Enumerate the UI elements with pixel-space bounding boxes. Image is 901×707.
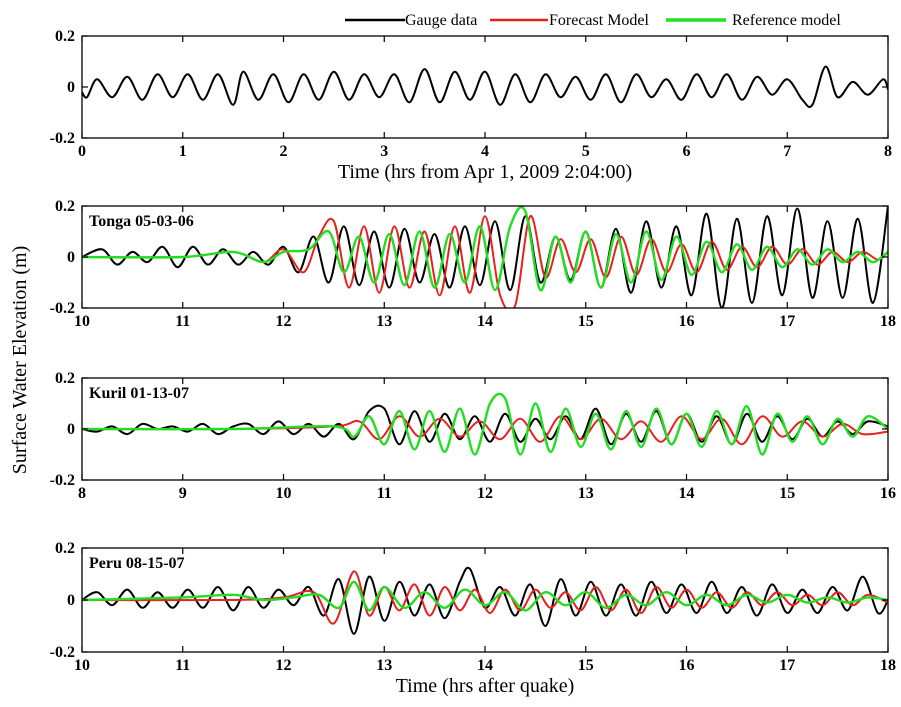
x-tick-label: 18 [880,313,896,330]
x-tick-label: 4 [481,143,489,160]
x-tick-label: 10 [74,313,90,330]
x-tick-label: 11 [175,657,190,674]
series-line-reference-model [82,580,888,612]
y-tick-label: 0 [67,249,75,266]
y-tick-label: 0 [67,421,75,438]
x-tick-label: 13 [376,657,392,674]
x-tick-label: 6 [683,143,691,160]
x-tick-label: 12 [477,485,493,502]
x-tick-label: 9 [179,485,187,502]
x-tick-label: 16 [679,657,695,674]
y-tick-label: -0.2 [50,472,75,489]
series-group [82,65,888,108]
x-tick-label: 12 [276,313,292,330]
x-tick-label: 14 [477,657,493,674]
x-tick-label: 5 [582,143,590,160]
x-tick-label: 17 [779,313,795,330]
x-tick-label: 2 [280,143,288,160]
x-tick-label: 17 [779,657,795,674]
x-tick-label: 15 [779,485,795,502]
series-line-gauge-data [82,65,888,108]
x-tick-label: 12 [276,657,292,674]
x-tick-label: 18 [880,657,896,674]
x-axis-label: Time (hrs after quake) [396,675,575,697]
series-line-gauge-data [82,206,888,308]
x-tick-label: 14 [679,485,695,502]
series-group [82,392,888,456]
y-tick-label: 0.2 [55,198,75,215]
y-tick-label: -0.2 [50,130,75,147]
x-axis-label: Time (hrs from Apr 1, 2009 2:04:00) [338,161,632,183]
x-tick-label: 16 [679,313,695,330]
x-tick-label: 14 [477,313,493,330]
panel-4: 10 11 12 13 14 15 16 17 18 -0.2 0 0.2 Peru 08-15-07 T… [50,540,896,697]
series-group [82,206,888,308]
series-line-reference-model [82,206,888,292]
y-tick-label: 0.2 [55,28,75,45]
series-line-reference-model [82,392,888,456]
shared-y-axis-label: Surface Water Elevation (m) [9,246,31,474]
x-tick-label: 15 [578,313,594,330]
x-tick-label: 13 [376,313,392,330]
x-tick-label: 1 [179,143,187,160]
x-tick-label: 0 [78,143,86,160]
panel-title: Peru 08-15-07 [89,555,185,572]
legend-gauge-label: Gauge data [405,12,477,29]
x-tick-label: 8 [78,485,86,502]
y-tick-label: 0.2 [55,370,75,387]
plot-frame [81,35,889,139]
x-tick-label: 15 [578,657,594,674]
legend-reference-label: Reference model [732,12,841,29]
x-tick-label: 11 [175,313,190,330]
x-tick-label: 16 [880,485,896,502]
panel-title: Tonga 05-03-06 [89,213,194,230]
y-tick-label: -0.2 [50,644,75,661]
y-tick-label: -0.2 [50,300,75,317]
x-tick-label: 8 [884,143,892,160]
x-tick-label: 3 [380,143,388,160]
legend-forecast-label: Forecast Model [549,12,650,29]
x-tick-label: 10 [276,485,292,502]
series-group [82,566,888,635]
x-tick-label: 13 [578,485,594,502]
panel-2: 10 11 12 13 14 15 16 17 18 -0.2 0 0.2 Tonga 05-03-06 [50,198,896,330]
plot-frame [81,205,889,309]
panel-3: 8 9 10 11 12 13 14 15 16 -0.2 0 0.2 Kuril 01-13-07 [50,370,896,502]
series-line-forecast-model [82,570,888,625]
x-tick-label: 11 [377,485,392,502]
y-tick-label: 0.2 [55,540,75,557]
y-tick-label: 0 [67,592,75,609]
x-tick-label: 7 [783,143,791,160]
x-tick-label: 10 [74,657,90,674]
legend: Gauge data Forecast Model Reference mode… [345,12,841,29]
panel-title: Kuril 01-13-07 [89,385,189,402]
y-tick-label: 0 [67,79,75,96]
